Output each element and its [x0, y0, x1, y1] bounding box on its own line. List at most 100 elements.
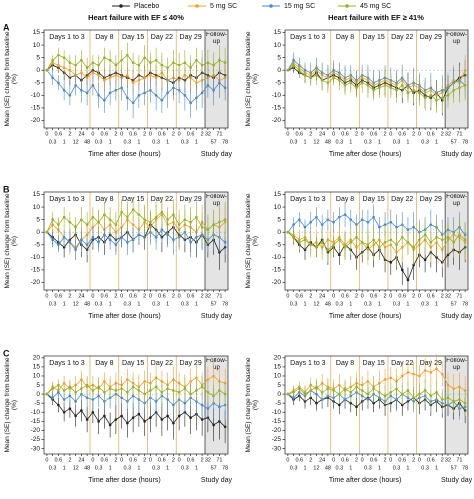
- data-point: [51, 58, 54, 62]
- x-tick-label: 0.3: [290, 465, 298, 471]
- data-point: [108, 218, 112, 221]
- data-point: [406, 389, 410, 392]
- y-axis-label: Mean (SE) change from baseline (%): [245, 357, 260, 453]
- data-point: [218, 420, 221, 423]
- section-label: Follow-up: [206, 194, 227, 207]
- data-point: [343, 387, 347, 390]
- data-point: [440, 372, 444, 376]
- plot-frame: [284, 355, 469, 455]
- x-tick-label: 0.6: [427, 293, 435, 299]
- data-point: [74, 225, 77, 229]
- plot-frame: [284, 191, 469, 291]
- series-line: [287, 231, 466, 251]
- data-point: [223, 218, 227, 221]
- data-point: [62, 381, 66, 385]
- data-point: [332, 68, 335, 72]
- data-point: [200, 385, 204, 389]
- x-tick-label: 0.3: [421, 139, 429, 145]
- data-point: [423, 258, 427, 262]
- data-point: [68, 220, 72, 224]
- data-point: [223, 240, 227, 244]
- y-tick-label: 5: [277, 216, 281, 223]
- x-tick-label: 0: [418, 131, 421, 137]
- section-label: Day 8: [95, 196, 113, 203]
- data-point: [131, 416, 135, 420]
- x-tick-label: 0.6: [295, 293, 303, 299]
- data-point: [108, 58, 112, 62]
- data-point: [389, 376, 393, 380]
- data-point: [108, 387, 112, 390]
- data-point: [166, 218, 169, 221]
- y-tick-label: -5: [34, 241, 40, 248]
- x-tick-label: 1: [137, 465, 140, 471]
- x-tick-label: 0: [149, 131, 152, 137]
- x-tick-label: 2: [68, 131, 71, 137]
- data-point: [303, 238, 307, 242]
- data-point: [51, 396, 54, 400]
- x-tick-label: 24: [78, 131, 84, 137]
- y-tick-label: -25: [31, 436, 41, 443]
- x-tick-label: 1: [166, 465, 169, 471]
- data-point: [406, 371, 410, 374]
- series-line: [287, 231, 466, 281]
- data-point: [458, 86, 461, 90]
- x-tick-label: 24: [319, 131, 325, 137]
- data-point: [149, 89, 152, 92]
- data-point: [166, 91, 169, 95]
- data-point: [160, 228, 164, 231]
- section-label-box: Follow-up: [206, 194, 227, 207]
- y-tick-label: 5: [36, 216, 40, 223]
- data-point: [435, 99, 438, 102]
- y-tick-label: -10: [31, 254, 41, 261]
- section-label: Days 1 to 3: [49, 196, 85, 203]
- data-point: [160, 390, 164, 394]
- data-point: [360, 240, 364, 244]
- data-point: [126, 96, 129, 100]
- data-point: [315, 385, 318, 389]
- data-point: [131, 223, 135, 226]
- x-tick-label: 1: [137, 139, 140, 145]
- y-tick-label: -20: [31, 117, 41, 124]
- y-axis-label-box: Mean (SE) change from baseline (%): [4, 357, 18, 452]
- x-tick-label: 2: [309, 131, 312, 137]
- data-point: [189, 380, 192, 383]
- data-point: [315, 401, 318, 405]
- data-point: [85, 223, 89, 226]
- data-point: [114, 389, 118, 392]
- x-tick-label: 0.3: [336, 465, 344, 471]
- legend-label: 5 mg SC: [210, 3, 237, 10]
- panel-label: C: [3, 348, 10, 358]
- data-point: [172, 421, 175, 425]
- data-point: [143, 420, 146, 423]
- data-point: [338, 215, 341, 219]
- data-point: [412, 396, 415, 400]
- x2-axis-label: Study day: [201, 313, 233, 320]
- data-point: [177, 63, 181, 67]
- section-label: Day 15: [122, 34, 144, 41]
- data-point: [400, 374, 404, 378]
- x-tick-label: 2: [172, 131, 175, 137]
- data-point: [80, 71, 83, 75]
- data-point: [446, 94, 450, 97]
- data-point: [62, 56, 66, 59]
- x-tick-label: 2: [143, 131, 146, 137]
- data-point: [189, 392, 192, 396]
- section-label: Day 22: [151, 34, 173, 41]
- data-point: [91, 235, 95, 239]
- data-point: [297, 387, 301, 390]
- y-tick-label: 5: [36, 54, 40, 61]
- data-point: [62, 389, 66, 392]
- y-tick-label: -30: [31, 445, 41, 452]
- data-point: [149, 416, 152, 420]
- x-tick-label: 48: [325, 139, 331, 145]
- data-point: [400, 392, 404, 396]
- x-tick-label: 0.3: [290, 139, 298, 145]
- data-point: [172, 389, 175, 392]
- data-point: [154, 385, 158, 389]
- y-tick-label: -5: [275, 79, 281, 86]
- data-point: [80, 89, 83, 92]
- y-axis-label: Mean (SE) change from baseline (%): [245, 193, 260, 289]
- data-point: [143, 380, 146, 383]
- data-point: [172, 61, 175, 64]
- data-point: [309, 76, 313, 80]
